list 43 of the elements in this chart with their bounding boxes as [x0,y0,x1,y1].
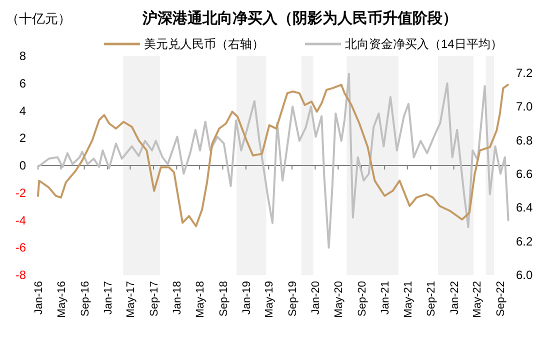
line-series [37,84,509,228]
y-tick-label: 0 [19,158,26,172]
y-tick-label: -4 [15,213,26,228]
legend-label: 美元兑人民币（右轴） [144,37,264,51]
y2-tick-label: 6.2 [516,234,534,248]
x-tick-label: May-17 [125,281,138,318]
y2-tick-label: 6.6 [516,167,534,181]
y-tick-label: -2 [15,186,26,200]
chart-title: 沪深港通北向净买入（阴影为人民币升值阶段） [142,9,458,27]
x-tick-label: Sep-17 [148,281,161,316]
y-tick-label: 2 [19,131,26,146]
y-tick-label: 8 [19,49,26,63]
x-tick-label: Sep-19 [287,281,300,316]
x-tick-label: May-22 [472,281,484,318]
x-tick-label: May-18 [194,281,206,318]
x-tick-label: Jan-17 [102,281,114,315]
x-tick-label: May-20 [333,281,346,318]
x-tick-label: Jan-20 [310,281,322,315]
y2-tick-label: 6.8 [516,133,534,148]
x-tick-label: May-16 [56,281,68,318]
y-tick-label: -6 [15,240,26,255]
x-tick-label: May-19 [264,281,276,318]
y-tick-label: 4 [19,104,26,118]
x-tick-label: May-21 [402,281,414,318]
x-tick-label: Jan-21 [380,281,392,315]
y2-tick-label: 6.0 [516,268,534,282]
x-tick-label: Sep-21 [426,281,438,316]
y-axis-title: （十亿元） [6,11,71,26]
x-tick-label: Sep-22 [494,281,507,316]
x-tick-label: Jan-16 [33,281,45,315]
y-tick-label: 6 [19,76,26,90]
x-tick-label: Jan-19 [240,281,253,315]
x-tick-label: Sep-16 [79,281,92,316]
y2-tick-label: 7.2 [516,66,534,80]
y-tick-label: -8 [15,268,26,282]
x-tick-label: Jan-18 [172,281,184,315]
legend-label: 北向资金净买入（14日平均） [345,37,502,51]
y2-tick-label: 7.0 [516,100,534,114]
x-tick-label: Jan-22 [448,281,461,315]
y2-tick-label: 6.4 [516,200,534,215]
x-tick-label: Sep-20 [356,281,368,316]
x-tick-label: Sep-18 [218,281,230,316]
line-series [37,72,510,249]
